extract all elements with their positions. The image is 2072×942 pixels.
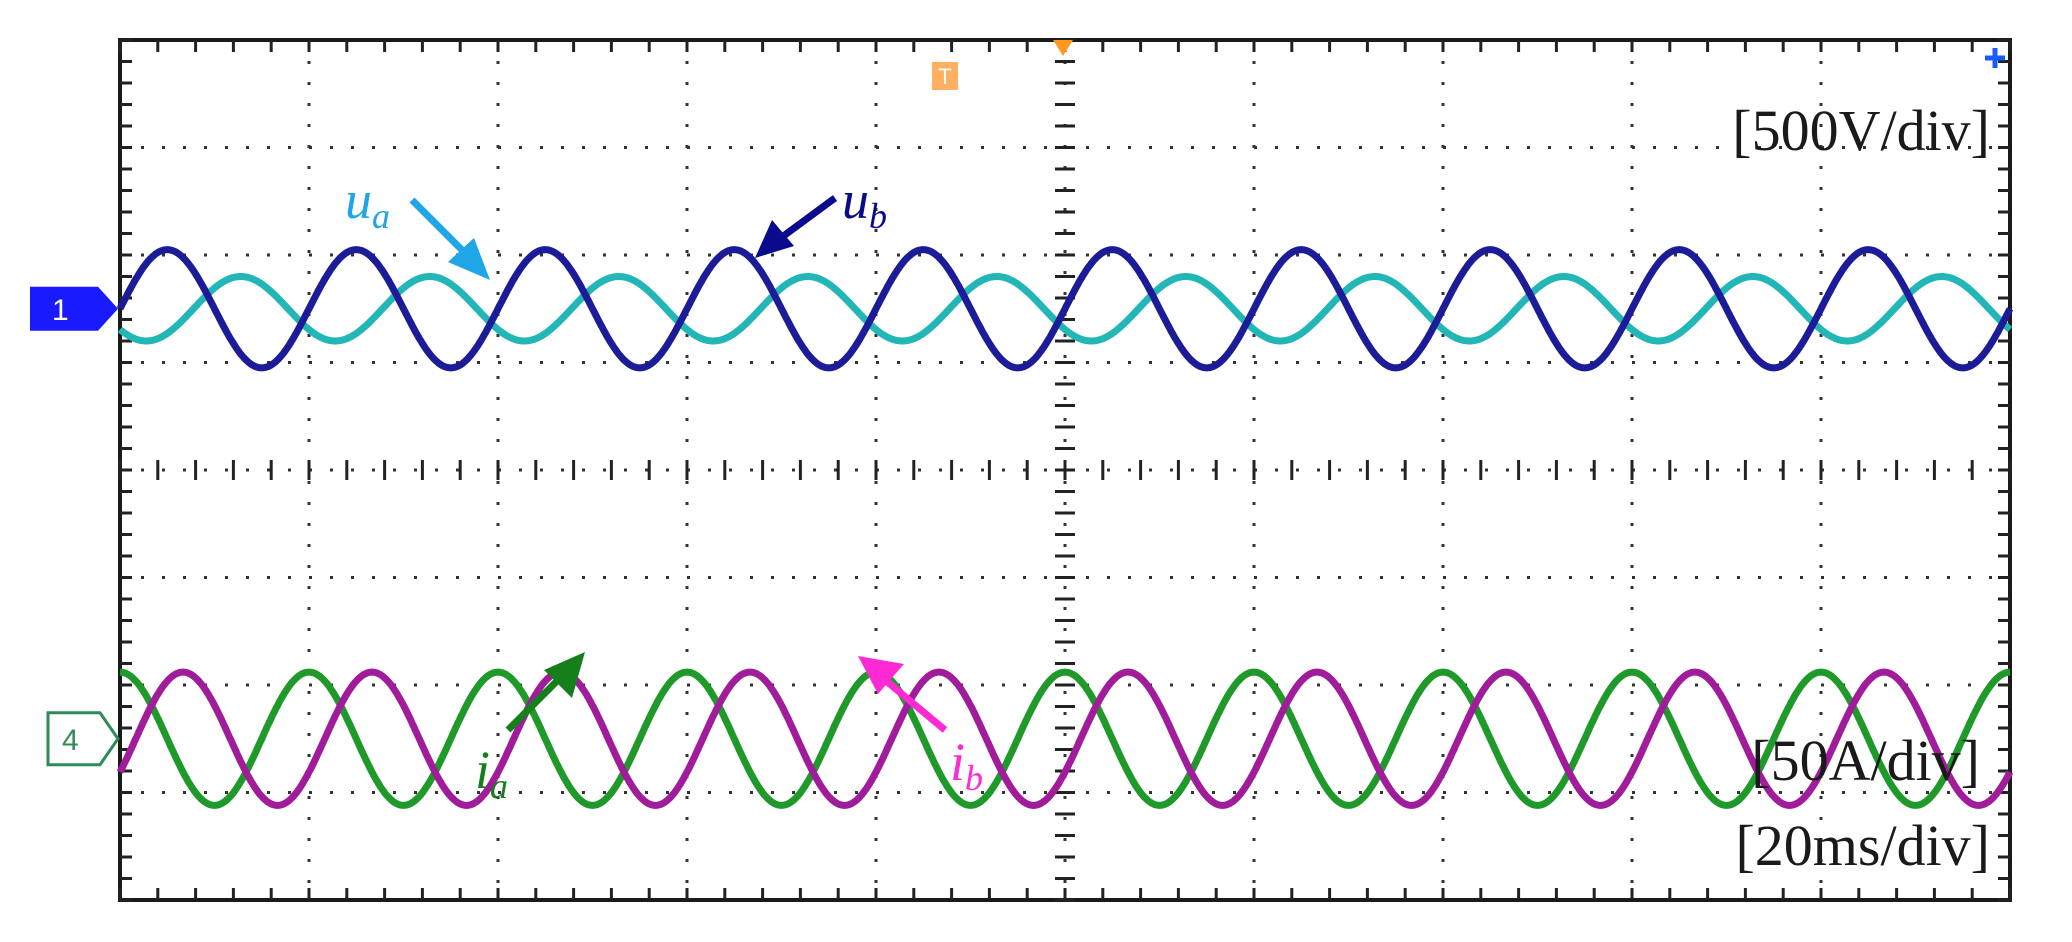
channel-marker-4: 4 bbox=[46, 711, 120, 767]
svg-text:ib: ib bbox=[950, 732, 983, 798]
label-ib: ib bbox=[858, 656, 983, 798]
channel-marker-shape bbox=[30, 286, 118, 331]
channel-marker-text: 1 bbox=[52, 294, 69, 327]
channel-marker-shape bbox=[46, 711, 120, 767]
channel-markers: 14 bbox=[30, 286, 120, 767]
label-ub: ub bbox=[755, 170, 887, 258]
svg-text:ia: ia bbox=[475, 740, 508, 806]
time-scale-label: [20ms/div] bbox=[1735, 813, 1990, 878]
voltage-scale-label: [500V/div] bbox=[1732, 98, 1990, 163]
current-scale-label: [50A/div] bbox=[1751, 728, 1980, 793]
trace-ua bbox=[117, 273, 2013, 345]
ib-sub: b bbox=[965, 758, 983, 798]
ia-symbol: i bbox=[475, 740, 490, 800]
svg-text:ub: ub bbox=[842, 170, 887, 236]
label-ia: ia bbox=[475, 652, 585, 806]
ib-symbol: i bbox=[950, 732, 965, 792]
ub-symbol: u bbox=[842, 170, 869, 230]
channel-marker-text: 4 bbox=[62, 724, 79, 757]
ub-sub: b bbox=[869, 196, 887, 236]
svg-text:ua: ua bbox=[345, 170, 390, 236]
cursor-marker-icon bbox=[1985, 48, 2005, 68]
svg-text:T: T bbox=[938, 64, 951, 89]
label-ua: ua bbox=[345, 170, 490, 280]
ua-sub: a bbox=[372, 196, 390, 236]
ia-sub: a bbox=[490, 766, 508, 806]
grid-ticks bbox=[118, 38, 2012, 902]
trace-ub bbox=[116, 246, 2014, 372]
trace-ib bbox=[116, 668, 2014, 809]
traces bbox=[116, 246, 2014, 809]
trigger-marker-icon bbox=[1053, 40, 1073, 56]
channel-marker-1: 1 bbox=[30, 286, 118, 331]
trigger-position-icon: T bbox=[932, 62, 958, 90]
ua-symbol: u bbox=[345, 170, 372, 230]
